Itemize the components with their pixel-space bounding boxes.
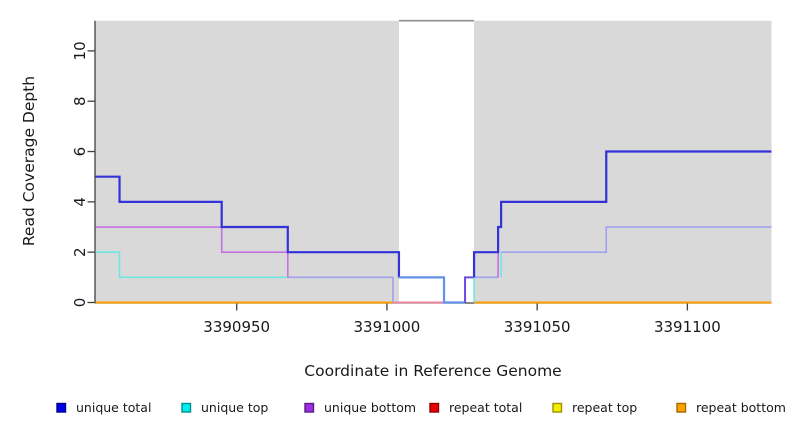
series-line-unique-total-right <box>472 150 772 278</box>
legend-label-unique-top: unique top <box>201 400 268 415</box>
covered-region <box>95 20 399 303</box>
series-line-unique-top-left <box>95 251 288 279</box>
y-tick-label: 10 <box>71 41 89 60</box>
covered-region <box>474 20 772 303</box>
legend-swatch-unique-bottom <box>304 402 315 413</box>
legend-label-repeat-bottom: repeat bottom <box>696 400 786 415</box>
x-tick-label: 3390950 <box>203 318 270 336</box>
series-line-total-bottom-rise <box>464 276 475 303</box>
y-tick-label: 0 <box>71 298 89 308</box>
legend-label-unique-bottom: unique bottom <box>324 400 416 415</box>
legend-swatch-repeat-top <box>552 402 563 413</box>
x-tick-label: 3391100 <box>654 318 721 336</box>
x-axis-title: Coordinate in Reference Genome <box>304 362 562 380</box>
y-tick-label: 4 <box>71 197 89 207</box>
y-tick-label: 2 <box>71 247 89 257</box>
x-tick-label: 3391050 <box>504 318 571 336</box>
legend-swatch-unique-total <box>56 402 67 413</box>
y-tick-label: 8 <box>71 96 89 106</box>
legend-label-unique-total: unique total <box>76 400 151 415</box>
legend-swatch-unique-top <box>181 402 192 413</box>
series-line-top-bottom-blend-right <box>501 226 772 253</box>
legend-swatch-repeat-bottom <box>676 402 687 413</box>
x-tick-label: 3391000 <box>354 318 421 336</box>
series-line-unique-total-left <box>95 175 401 278</box>
series-line-unique-total-gap <box>398 276 466 304</box>
y-tick-label: 6 <box>71 147 89 157</box>
legend-swatch-repeat-total <box>429 402 440 413</box>
series-line-top-bottom-blend-left <box>287 276 394 303</box>
legend-label-repeat-total: repeat total <box>449 400 522 415</box>
legend-label-repeat-top: repeat top <box>572 400 637 415</box>
y-axis-title: Read Coverage Depth <box>20 75 38 247</box>
series-line-unique-bottom-left <box>95 226 289 278</box>
